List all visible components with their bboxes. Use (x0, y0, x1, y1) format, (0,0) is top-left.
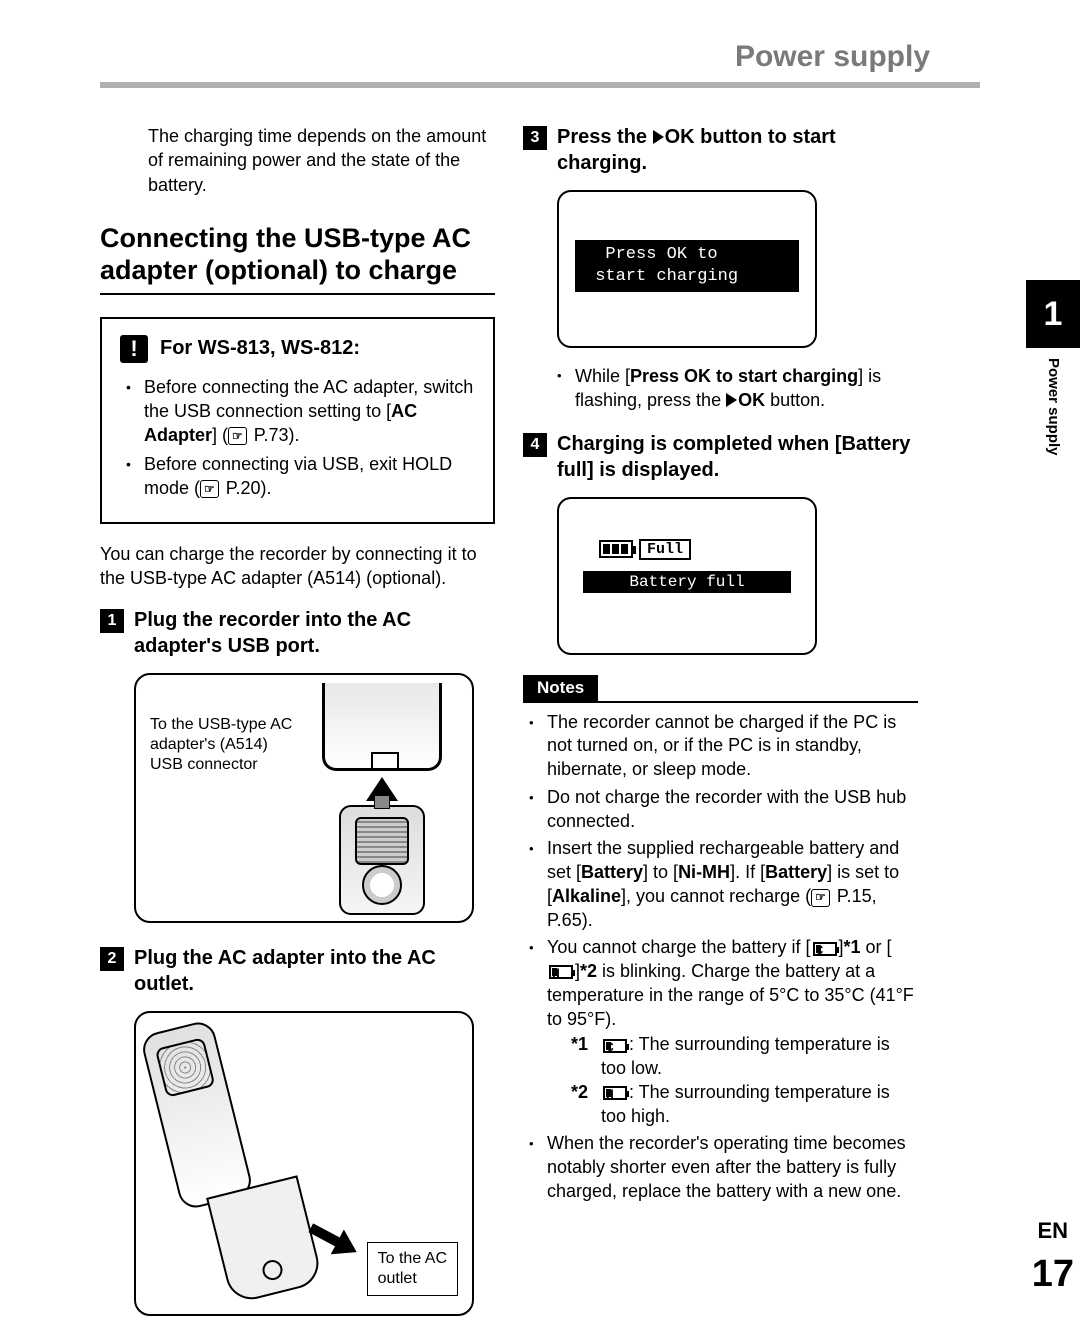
chapter-tab: 1 (1026, 280, 1080, 348)
battery-full-text: Battery full (583, 571, 791, 593)
footnote-1: *1 C: The surrounding temperature is too… (571, 1033, 918, 1081)
battery-hot-icon: H (549, 965, 573, 979)
page-content: Power supply The charging time depends o… (100, 40, 980, 1338)
section-underline (100, 293, 495, 295)
notes-heading: Notes (523, 675, 598, 701)
screen-content: Press OK to start charging (575, 240, 799, 292)
figure-usb-adapter: To the USB-type AC adapter's (A514) USB … (134, 673, 474, 923)
screen-battery-full: Full Battery full (557, 497, 817, 655)
battery-full-indicator: Full (599, 539, 691, 560)
step-4: 4 Charging is completed when [Battery fu… (523, 431, 918, 483)
notes-section: Notes The recorder cannot be charged if … (523, 675, 918, 1204)
header-title: Power supply (100, 40, 980, 82)
figure-ac-outlet: To the AC outlet (134, 1011, 474, 1316)
step3-notes: While [Press OK to start charging] is fl… (523, 364, 918, 413)
recorder-illustration (139, 1018, 254, 1211)
adapter-illustration (206, 1175, 324, 1304)
note-item: You cannot charge the battery if [C]*1 o… (523, 936, 918, 1128)
full-label: Full (639, 539, 691, 560)
language-label: EN (1037, 1218, 1068, 1244)
footnotes: *1 C: The surrounding temperature is too… (547, 1033, 918, 1128)
body-text: You can charge the recorder by connectin… (100, 542, 495, 591)
note-item: Insert the supplied rechargeable battery… (523, 837, 918, 932)
info-item: Before connecting via USB, exit HOLD mod… (126, 452, 475, 501)
step-number-icon: 1 (100, 609, 124, 633)
step-1: 1 Plug the recorder into the AC adapter'… (100, 607, 495, 659)
exclamation-icon: ! (120, 335, 148, 363)
battery-cold-icon: C (813, 942, 837, 956)
info-item: Before connecting the AC adapter, switch… (126, 375, 475, 448)
step-number-icon: 2 (100, 947, 124, 971)
header-rule (100, 82, 980, 88)
section-heading-line2: adapter (optional) to charge (100, 255, 457, 285)
info-box-title: For WS-813, WS-812: (160, 337, 360, 360)
step-text: Charging is completed when [Battery full… (557, 431, 918, 483)
reference-icon: ☞ (228, 427, 247, 445)
page-number: 17 (1032, 1253, 1074, 1296)
screen-press-ok: Press OK to start charging (557, 190, 817, 348)
intro-text: The charging time depends on the amount … (100, 124, 495, 197)
battery-icon (599, 540, 633, 558)
step-text: Press the OK button to start charging. (557, 124, 918, 176)
figure-label: To the USB-type AC adapter's (A514) USB … (150, 715, 300, 775)
step-3: 3 Press the OK button to start charging. (523, 124, 918, 176)
adapter-illustration (322, 683, 442, 771)
battery-cold-icon: C (603, 1039, 627, 1053)
reference-icon: ☞ (811, 889, 830, 907)
info-box-list: Before connecting the AC adapter, switch… (120, 375, 475, 500)
step-number-icon: 3 (523, 126, 547, 150)
side-section-label: Power supply (1045, 358, 1062, 456)
notes-list: The recorder cannot be charged if the PC… (523, 711, 918, 1204)
play-icon (726, 393, 737, 407)
right-column: 3 Press the OK button to start charging.… (523, 124, 918, 1338)
battery-hot-icon: H (603, 1086, 627, 1100)
left-column: The charging time depends on the amount … (100, 124, 495, 1338)
section-heading-line1: Connecting the USB-type AC (100, 223, 471, 253)
figure-graphic (322, 683, 442, 915)
note-item: The recorder cannot be charged if the PC… (523, 711, 918, 782)
step-2: 2 Plug the AC adapter into the AC outlet… (100, 945, 495, 997)
step-text: Plug the recorder into the AC adapter's … (134, 607, 495, 659)
step-text: Plug the AC adapter into the AC outlet. (134, 945, 495, 997)
play-icon (653, 130, 664, 144)
step-number-icon: 4 (523, 433, 547, 457)
figure-graphic (160, 1025, 234, 1205)
footnote-2: *2 H: The surrounding temperature is too… (571, 1081, 918, 1129)
model-info-box: ! For WS-813, WS-812: Before connecting … (100, 317, 495, 524)
note-item: When the recorder's operating time becom… (523, 1132, 918, 1203)
figure-label: To the AC outlet (367, 1242, 458, 1296)
two-column-layout: The charging time depends on the amount … (100, 124, 980, 1338)
section-heading: Connecting the USB-type AC adapter (opti… (100, 223, 495, 287)
list-item: While [Press OK to start charging] is fl… (557, 364, 918, 413)
arrow-right-icon (331, 1229, 364, 1264)
info-box-header: ! For WS-813, WS-812: (120, 335, 475, 363)
reference-icon: ☞ (200, 480, 219, 498)
notes-rule (523, 701, 918, 703)
note-item: Do not charge the recorder with the USB … (523, 786, 918, 834)
recorder-illustration (339, 805, 425, 915)
